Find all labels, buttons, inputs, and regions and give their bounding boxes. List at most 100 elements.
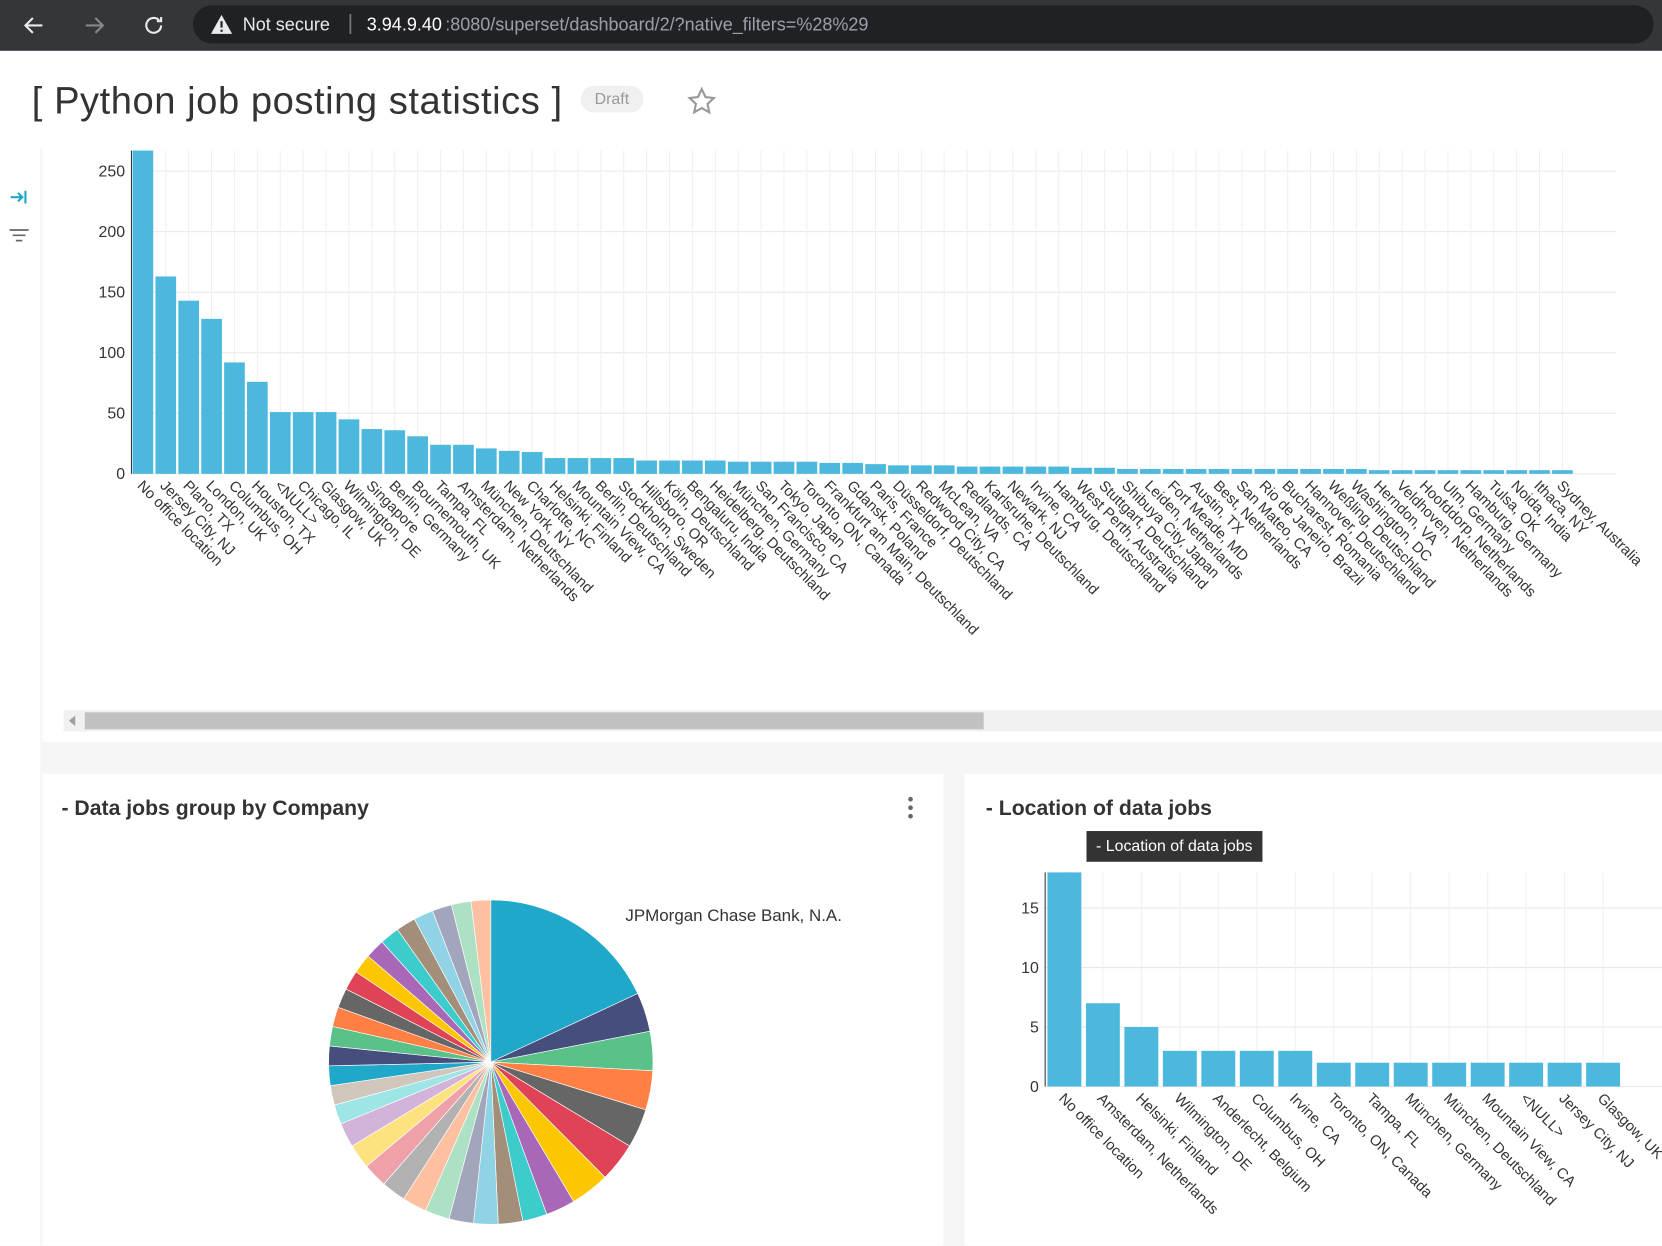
- bar: [384, 430, 406, 474]
- expand-icon[interactable]: [8, 189, 29, 206]
- bar: [1047, 872, 1082, 1087]
- bar: [1085, 1003, 1120, 1087]
- bar: [1547, 1062, 1582, 1087]
- bar: [773, 461, 795, 474]
- bar: [1277, 468, 1299, 474]
- bar: [1437, 470, 1459, 474]
- bar: [1239, 1050, 1274, 1087]
- panel-title: - Data jobs group by Company: [61, 797, 369, 821]
- bar: [1117, 468, 1138, 474]
- scroll-thumb[interactable]: [84, 712, 984, 730]
- bar: [407, 436, 428, 474]
- bar: [453, 444, 474, 474]
- bar: [338, 419, 360, 474]
- bar: [796, 461, 818, 474]
- dashboard-title: [ Python job posting statistics ]: [31, 78, 563, 122]
- reload-button[interactable]: [141, 13, 166, 38]
- bar: [659, 460, 680, 474]
- browser-toolbar: Not secure | 3.94.9.40 :8080/superset/da…: [0, 0, 1662, 51]
- scrollbar[interactable]: [63, 710, 1662, 732]
- y-tick-label: 10: [1021, 960, 1039, 977]
- bar: [1346, 468, 1367, 474]
- bar: [1025, 466, 1047, 474]
- bar: [888, 465, 909, 474]
- bar: [521, 452, 543, 474]
- panel-title: - Location of data jobs: [985, 797, 1212, 821]
- filter-icon[interactable]: [8, 227, 29, 244]
- bar: [1414, 470, 1436, 474]
- address-bar[interactable]: Not secure | 3.94.9.40 :8080/superset/da…: [192, 5, 1654, 44]
- bar: [430, 444, 451, 474]
- bar: [1208, 468, 1230, 474]
- bar: [1355, 1062, 1390, 1087]
- bar: [247, 381, 268, 474]
- bar: [956, 466, 978, 474]
- bar: [1094, 467, 1115, 474]
- bar: [1002, 466, 1024, 474]
- security-label: Not secure: [242, 14, 330, 35]
- panel-company: - Data jobs group by Company JPMorgan Ch…: [42, 773, 944, 1246]
- menu-icon[interactable]: [905, 795, 916, 823]
- y-tick-label: 15: [1021, 900, 1039, 917]
- bar: [933, 465, 955, 474]
- bar: [865, 464, 886, 474]
- bar: [544, 458, 566, 474]
- y-tick-label: 250: [99, 163, 126, 180]
- bar: [475, 448, 497, 474]
- bar: [1552, 470, 1573, 474]
- tooltip: - Location of data jobs: [1086, 831, 1263, 862]
- y-tick-label: 150: [99, 284, 126, 301]
- panel-location: - Location of data jobs 0 5 10 15 No office …: [964, 773, 1662, 1246]
- filter-sidebar: [0, 148, 41, 1246]
- bar: [315, 412, 337, 474]
- bar: [1185, 468, 1207, 474]
- url-path: :8080/superset/dashboard/2/?native_filte…: [445, 14, 869, 35]
- bar: [1586, 1062, 1621, 1087]
- bar: [704, 460, 726, 474]
- bar: [842, 462, 863, 474]
- y-tick-label: 5: [1030, 1019, 1039, 1036]
- back-button[interactable]: [21, 13, 46, 38]
- bar: [590, 458, 612, 474]
- y-tick-label: 50: [107, 406, 125, 423]
- y-tick-label: 100: [99, 345, 126, 362]
- y-tick-label: 0: [116, 466, 125, 483]
- bar: [819, 462, 841, 474]
- bar: [1509, 1062, 1544, 1087]
- bar: [1506, 470, 1527, 474]
- bar: [750, 461, 772, 474]
- y-tick-label: 0: [1030, 1079, 1039, 1096]
- separator: |: [347, 11, 354, 35]
- bar: [132, 150, 154, 474]
- bar: [1391, 470, 1413, 474]
- bar: [979, 466, 1001, 474]
- bar: [361, 429, 383, 474]
- bar: [1278, 1050, 1313, 1087]
- bar: [1393, 1062, 1428, 1087]
- bar: [1460, 470, 1482, 474]
- bar: [1254, 468, 1276, 474]
- bar: [1162, 468, 1184, 474]
- bar: [682, 460, 703, 474]
- favorite-star[interactable]: [687, 86, 717, 117]
- bar: [1201, 1050, 1236, 1087]
- slice-label: JPMorgan Chase Bank, N.A.: [625, 906, 842, 925]
- bar: [613, 458, 635, 474]
- bar: [178, 300, 200, 474]
- draft-badge[interactable]: Draft: [580, 85, 643, 113]
- bar: [727, 461, 749, 474]
- bar: [567, 458, 589, 474]
- bar: [1470, 1062, 1505, 1087]
- forward-button[interactable]: [82, 13, 107, 38]
- pie-slice: [470, 899, 492, 1063]
- bar: [1124, 1027, 1159, 1087]
- bar: [1139, 468, 1161, 474]
- scroll-left[interactable]: [68, 715, 76, 727]
- url-host: 3.94.9.40: [366, 14, 442, 35]
- bar: [1162, 1050, 1197, 1087]
- bar: [1483, 470, 1505, 474]
